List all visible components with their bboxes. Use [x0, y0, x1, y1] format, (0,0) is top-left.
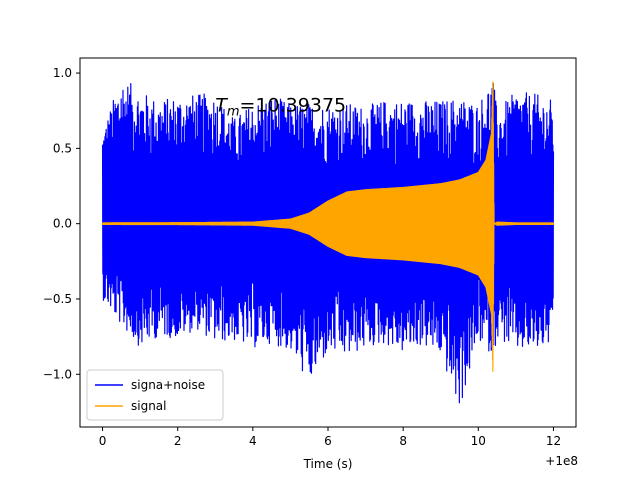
annotation-symbol: T: [215, 95, 228, 117]
plot-clip-group: [101, 81, 555, 404]
legend-box: [86, 369, 224, 421]
axes: 0 2 4 6 8 10 12 −1.0 −0.5 0.0 0.5 1.0: [43, 57, 577, 448]
series-line-signal-noise: [101, 82, 555, 404]
x-tick-label: 10: [471, 434, 486, 448]
y-tick-label: −1.0: [43, 367, 72, 381]
x-axis-offset-label: +1e8: [545, 454, 578, 468]
plot-area: [101, 81, 555, 404]
x-tick-label: 0: [99, 434, 107, 448]
x-tick-label: 4: [249, 434, 257, 448]
labels: Time (s) +1e8 Tm=10.39375: [215, 95, 578, 471]
legend-label-signal: signal: [131, 399, 167, 413]
y-tick-label: −0.5: [43, 292, 72, 306]
x-tick-label: 2: [174, 434, 182, 448]
y-tick-label: 0.0: [53, 217, 72, 231]
series-line-signal: [101, 81, 555, 372]
legend-label-signal-noise: signa+noise: [131, 378, 205, 392]
x-tick-label: 6: [324, 434, 332, 448]
legend: signa+noise signal: [86, 369, 224, 421]
annotation-subscript: m: [227, 105, 240, 120]
y-tick-label: 0.5: [53, 141, 72, 155]
y-tick-label: 1.0: [53, 66, 72, 80]
x-tick-label: 8: [399, 434, 407, 448]
x-axis-label: Time (s): [303, 457, 353, 471]
annotation-tm: Tm=10.39375: [215, 95, 346, 120]
x-tick-label: 12: [546, 434, 561, 448]
annotation-value: =10.39375: [240, 95, 347, 117]
